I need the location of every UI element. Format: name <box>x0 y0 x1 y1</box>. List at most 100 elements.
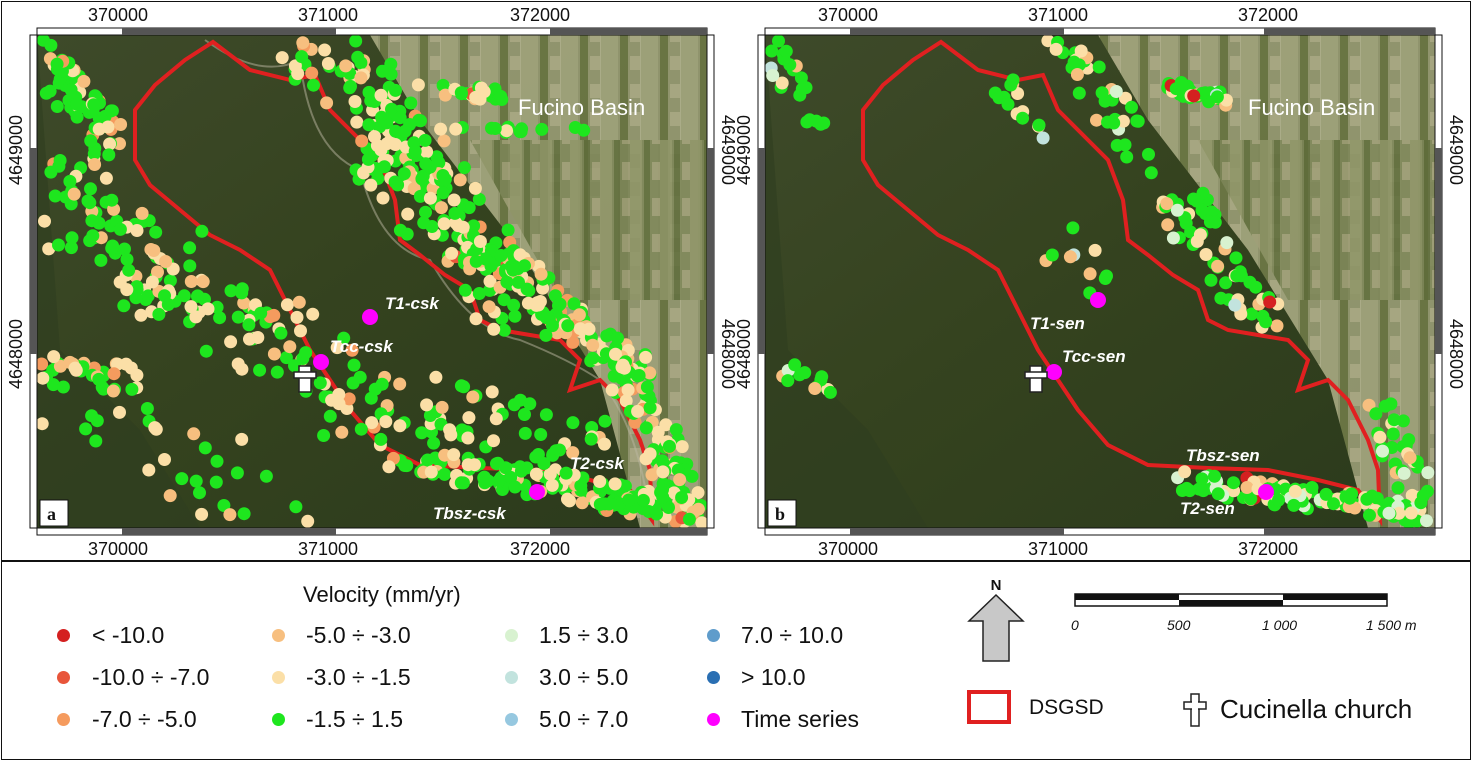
ps-point <box>400 227 414 241</box>
dsgsd-label: DSGSD <box>1029 696 1104 719</box>
ps-point <box>159 255 173 268</box>
legend-swatch-3 <box>57 713 70 726</box>
ps-point <box>348 95 362 108</box>
ps-point <box>1208 469 1221 483</box>
ps-point <box>292 295 306 309</box>
ps-point <box>354 56 368 70</box>
legend-swatch-5 <box>272 671 285 684</box>
ps-point <box>393 377 407 391</box>
ps-point <box>1088 243 1102 257</box>
ps-point <box>64 197 78 211</box>
ps-point <box>84 134 98 148</box>
ps-point <box>87 147 101 161</box>
ps-point <box>645 468 659 482</box>
ps-point <box>53 359 67 373</box>
x-tick-b-top-3: 372000 <box>1238 5 1298 25</box>
ps-point <box>389 124 403 138</box>
ps-point <box>795 82 809 96</box>
ps-point <box>483 283 497 297</box>
ps-point <box>113 137 126 151</box>
ps-point <box>48 189 62 203</box>
ps-point <box>425 220 439 233</box>
ps-point <box>39 86 53 100</box>
ps-point <box>1219 276 1233 290</box>
ps-point <box>586 351 600 365</box>
ps-point <box>44 38 58 52</box>
ps-point <box>586 338 600 352</box>
ps-point <box>421 453 435 467</box>
ps-point <box>593 475 607 488</box>
label-tbsz-a: Tbsz-csk <box>433 504 507 523</box>
ps-point <box>291 67 305 81</box>
ps-point <box>401 207 415 221</box>
ps-point <box>325 393 339 407</box>
time-series-tcc-a[interactable] <box>313 354 329 370</box>
y-tick-b-right-2: 4648000 <box>1446 319 1466 389</box>
ps-point <box>669 423 683 437</box>
ps-point <box>317 429 331 442</box>
ps-point <box>1227 476 1240 490</box>
ps-point <box>259 469 273 483</box>
ps-point <box>117 299 131 313</box>
ps-point <box>467 219 481 233</box>
time-series-tbsz-a[interactable] <box>529 484 545 500</box>
ps-point <box>598 437 611 451</box>
ps-point <box>1420 514 1433 528</box>
ps-point <box>1063 250 1077 264</box>
ps-point <box>223 508 237 522</box>
label-tbsz-b: Tbsz-sen <box>1186 446 1260 465</box>
ps-point <box>567 297 581 311</box>
ps-point <box>1272 493 1285 507</box>
ps-point <box>89 434 103 448</box>
ps-point <box>642 505 656 518</box>
ps-point <box>411 78 425 92</box>
ps-point <box>88 158 102 171</box>
ps-point <box>423 409 437 422</box>
ps-point <box>992 91 1006 105</box>
ps-point <box>673 473 687 487</box>
ps-point <box>106 384 120 398</box>
ps-point <box>1211 259 1225 273</box>
ps-point <box>794 71 808 85</box>
ps-point <box>35 357 49 371</box>
ps-point <box>545 478 559 492</box>
ps-point <box>364 178 378 192</box>
panel-id-b: b <box>775 504 785 524</box>
ps-point <box>781 374 795 388</box>
ps-point <box>1319 487 1333 501</box>
ps-point <box>68 361 82 375</box>
time-series-tbsz-b[interactable] <box>1258 484 1274 500</box>
ps-point <box>429 370 443 384</box>
label-t2-b: T2-sen <box>1180 499 1235 518</box>
ps-point <box>1066 221 1080 235</box>
north-label: N <box>991 577 1002 594</box>
ps-point <box>42 242 56 256</box>
ps-point <box>508 480 522 494</box>
time-series-t1-a[interactable] <box>362 309 378 325</box>
ps-point <box>1378 399 1392 413</box>
church-label: Cucinella church <box>1220 694 1413 724</box>
ps-point <box>458 283 472 297</box>
ps-point <box>415 172 429 186</box>
ps-point <box>518 259 531 273</box>
ps-point <box>253 363 267 377</box>
ps-point <box>388 175 402 189</box>
ps-point <box>621 383 635 397</box>
legend-title: Velocity (mm/yr) <box>303 582 461 607</box>
ps-point <box>1166 231 1180 245</box>
ps-point <box>675 491 689 504</box>
ps-point <box>436 186 450 200</box>
ps-point <box>50 57 64 71</box>
ps-point <box>662 439 676 453</box>
ps-point <box>1109 85 1123 98</box>
legend <box>1 561 1471 760</box>
ps-point <box>213 311 227 325</box>
ps-point <box>483 274 497 288</box>
ps-point <box>462 411 476 425</box>
time-series-tcc-b[interactable] <box>1046 364 1062 380</box>
ps-point <box>514 464 528 478</box>
ps-point <box>489 412 503 426</box>
ps-point <box>408 144 422 158</box>
time-series-t1-b[interactable] <box>1090 292 1106 308</box>
ps-point <box>321 57 335 70</box>
